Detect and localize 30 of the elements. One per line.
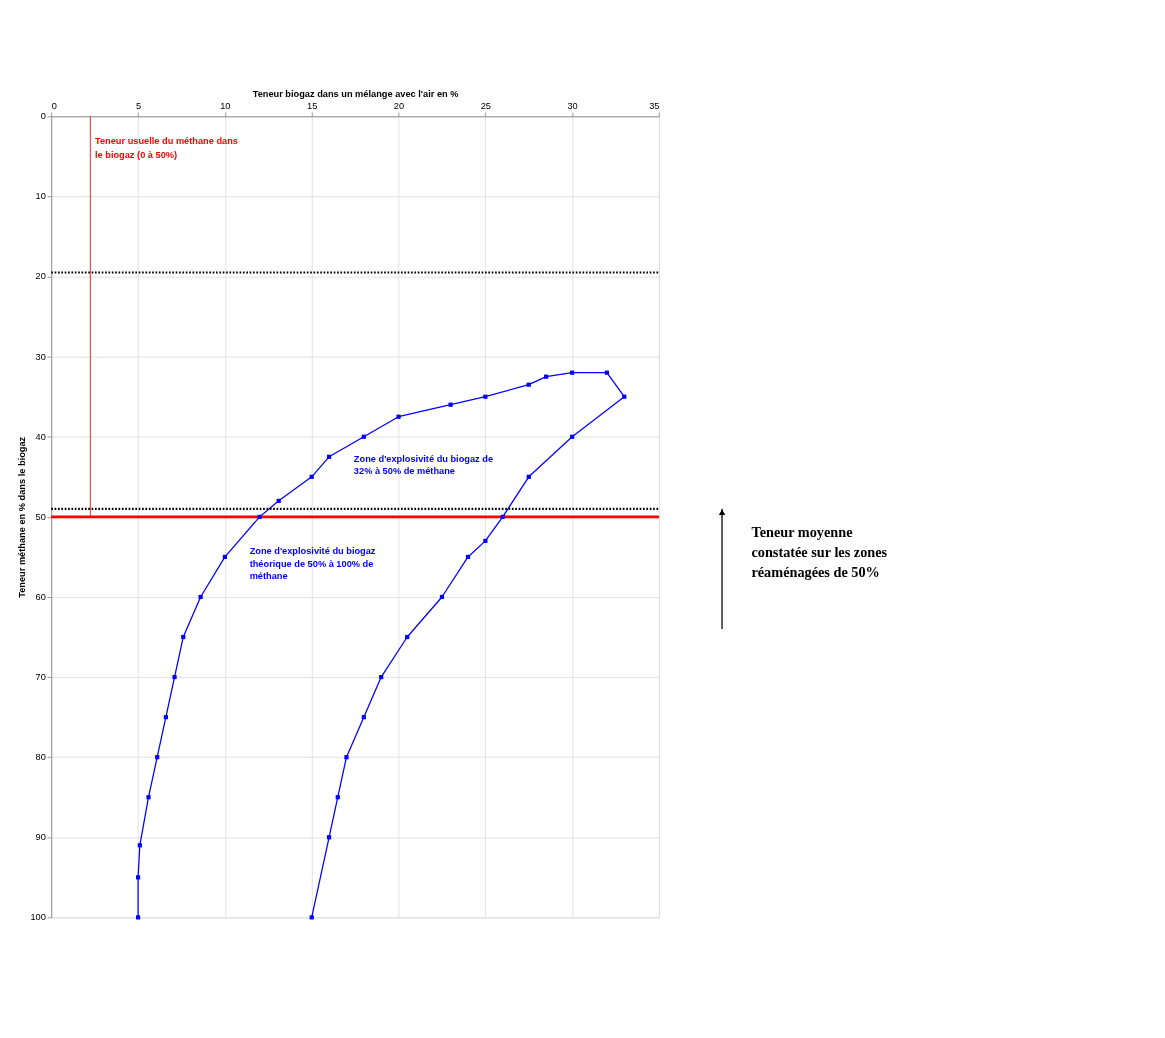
ref-line-label: Teneur moyenne constatée sur les zones réaménagées de 50%	[751, 523, 888, 580]
x-tick-label: 30	[567, 101, 578, 112]
y-tick-label: 20	[35, 271, 46, 282]
y-tick-label: 30	[35, 351, 46, 362]
point	[172, 674, 177, 680]
y-tick-label: 40	[35, 431, 46, 442]
point	[344, 755, 349, 760]
annotation: Zone d'explosivité du biogaz théorique de 50% à 100% de méthane	[249, 546, 376, 582]
x-tick-label: 10	[220, 101, 231, 112]
point	[198, 594, 203, 600]
x-tick-label: 25	[480, 101, 491, 112]
y-tick-label: 100	[30, 912, 46, 923]
x-tick-label: 20	[393, 101, 405, 112]
y-tick-label: 50	[35, 511, 46, 522]
point	[396, 414, 401, 419]
y-tick-label: 0	[40, 111, 46, 122]
point	[146, 795, 151, 800]
x-tick-label: 35	[649, 101, 660, 112]
y-tick-label: 10	[35, 191, 46, 202]
annotation: Zone d'explosivité du biogaz de 32% à 50% de méthane	[353, 453, 494, 477]
y-tick-label: 90	[35, 832, 46, 843]
y-tick-label: 80	[35, 752, 46, 763]
y-tick-label: 70	[35, 672, 46, 683]
x-tick-label: 15	[307, 101, 318, 112]
x-axis-title: Teneur biogaz dans un mélange avec l'air en %	[252, 88, 459, 99]
annotation: Teneur usuelle du méthane dans le biogaz (0 à 50%)	[94, 136, 238, 161]
x-tick-label: 5	[135, 101, 142, 112]
x-tick-label: 0	[51, 101, 57, 112]
y-tick-label: 60	[35, 591, 46, 602]
y-axis-title: Teneur méthane en % dans le biogaz	[17, 436, 28, 598]
